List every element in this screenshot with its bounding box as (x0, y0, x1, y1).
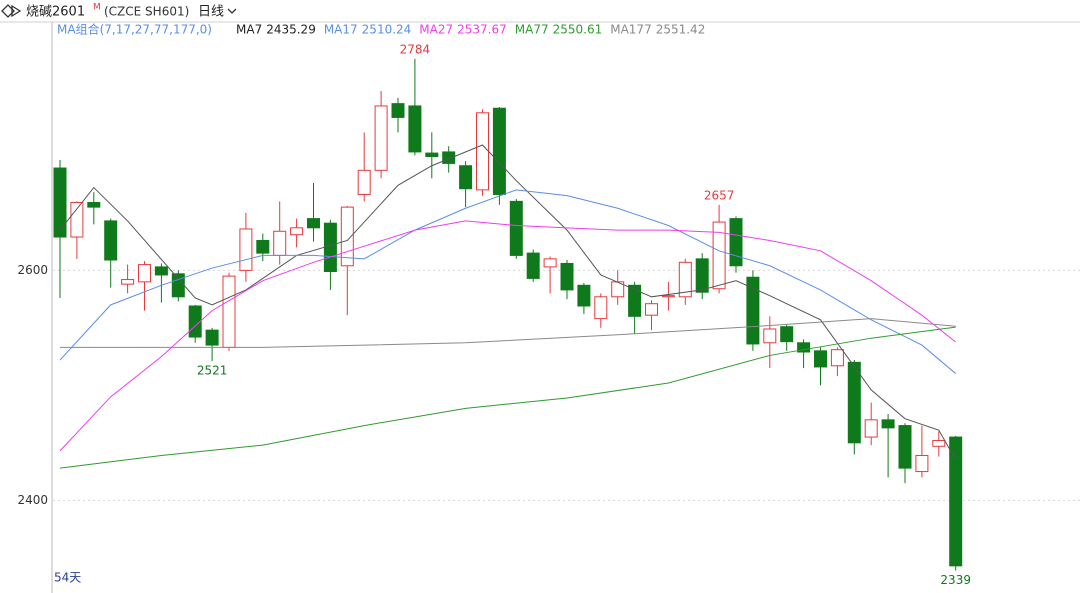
legend-value: 2550.61 (553, 23, 603, 37)
candle-body (171, 273, 185, 298)
candle-body (915, 454, 929, 473)
candle-body (53, 167, 67, 238)
candle-body (881, 419, 895, 429)
candle-body (121, 279, 135, 285)
legend-value: 2537.67 (457, 23, 507, 37)
candle-body (932, 440, 946, 447)
candle-body (509, 200, 523, 256)
legend-name: MA17 (324, 23, 358, 37)
extreme-label: 2784 (400, 42, 431, 56)
candle-body (949, 436, 963, 567)
candle-body (661, 295, 675, 298)
ma-line (59, 189, 957, 374)
footer-days: 54天 (54, 571, 81, 585)
candle-body (492, 107, 506, 195)
candle-body (476, 112, 489, 191)
candle-body (763, 328, 777, 344)
candle-body (442, 151, 456, 164)
candle-body (814, 350, 827, 368)
y-tick-label: 2600 (17, 263, 48, 277)
candle-body (87, 202, 101, 208)
candle-body (594, 296, 608, 320)
candle-body (374, 105, 388, 171)
instrument-code: (CZCE SH601) (104, 5, 189, 19)
candle-body (797, 342, 811, 353)
extreme-label: 2521 (197, 364, 228, 378)
candle-body (273, 230, 287, 256)
candle-body (459, 165, 473, 190)
legend-value: 2551.42 (656, 23, 706, 37)
candle-body (746, 276, 760, 345)
candle-body (898, 425, 912, 469)
candle-body (138, 264, 151, 283)
instrument-title: 烧碱2601 (26, 5, 85, 20)
candle-body (847, 361, 861, 444)
candle-body (104, 220, 118, 261)
candle-body (864, 419, 878, 438)
candle-body (780, 326, 794, 343)
candle-body (357, 169, 371, 195)
icon-diamond (1, 4, 15, 18)
candle-body (307, 218, 320, 229)
candle-body (729, 218, 743, 267)
ma-line (59, 144, 957, 460)
candle-body (712, 221, 726, 290)
ma-line (59, 220, 957, 452)
title-superscript: M (93, 3, 101, 13)
candle-body (239, 228, 253, 271)
candle-body (645, 303, 658, 316)
candle-body (577, 284, 591, 307)
legend-name: MA177 (610, 23, 651, 37)
extreme-label: 2339 (940, 573, 971, 587)
candle-body (222, 275, 236, 348)
candle-body (830, 349, 844, 367)
candle-body (391, 103, 405, 118)
candle-body (205, 329, 219, 346)
candle-body (154, 266, 168, 276)
period-selector[interactable]: 日线 (198, 5, 224, 20)
legend-value: 2435.29 (266, 23, 316, 37)
candle-body (70, 202, 84, 238)
icon-play (11, 4, 22, 18)
candle-body (425, 152, 439, 158)
ma-group-label: MA组合(7,17,27,77,177,0) (57, 22, 212, 37)
legend-name: MA77 (515, 23, 549, 37)
candle-body (678, 261, 692, 298)
toolbar-icon[interactable] (1, 4, 22, 18)
candle-body (695, 258, 709, 293)
candle-body (290, 227, 304, 236)
ma-line (59, 326, 956, 469)
candle-body (543, 258, 557, 268)
candle-body (256, 239, 270, 254)
candle-body (560, 262, 574, 291)
dropdown-caret[interactable] (227, 8, 237, 14)
extreme-label: 2657 (704, 188, 735, 202)
candle-body (628, 284, 642, 317)
ma-line (60, 318, 956, 348)
candle-body (526, 252, 540, 279)
legend-value: 2510.24 (362, 23, 412, 37)
legend-name: MA7 (236, 23, 262, 37)
legend-name: MA27 (419, 23, 453, 37)
y-tick-label: 2400 (17, 493, 48, 507)
candle-body (323, 222, 337, 273)
candle-body (408, 105, 422, 153)
